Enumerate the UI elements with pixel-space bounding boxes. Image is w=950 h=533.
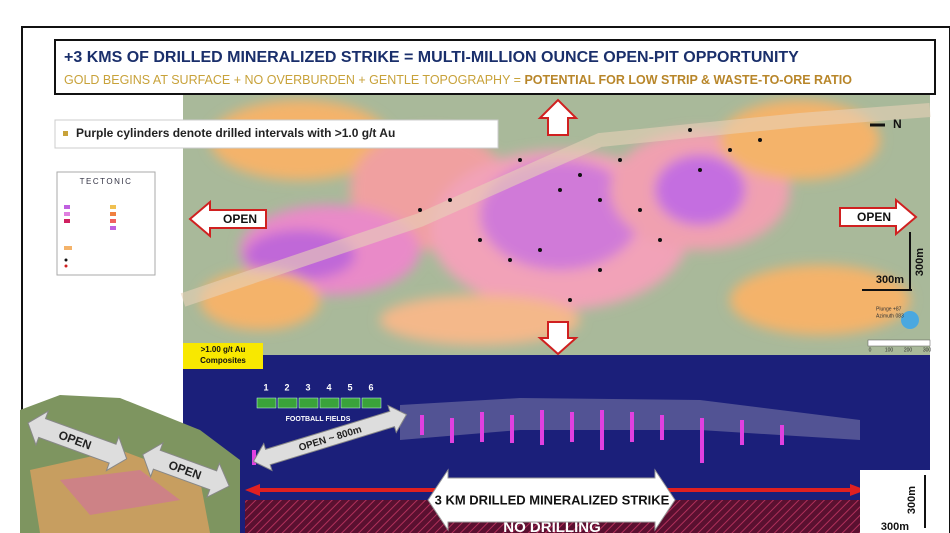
scale-tick-label: 100	[885, 347, 894, 353]
subtitle-text: GOLD BEGINS AT SURFACE + NO OVERBURDEN +…	[64, 73, 524, 87]
subtitle-highlight: POTENTIAL FOR LOW STRIP & WASTE-TO-ORE R…	[524, 73, 852, 87]
scale-tick-label: 300	[923, 347, 932, 353]
badge	[183, 343, 263, 369]
north: N	[893, 117, 902, 131]
azimuth: Azimuth 083	[876, 313, 904, 319]
fields-label: FOOTBALL FIELDS	[286, 416, 351, 423]
scale-tick-label: 0	[869, 347, 872, 353]
plunge: Plunge +87	[876, 306, 902, 312]
football-field	[340, 397, 361, 409]
section-intervals	[252, 410, 784, 465]
open-left: OPEN	[223, 212, 257, 226]
field-number: 5	[347, 382, 352, 392]
football-fields: 1 2 3 4 5 6	[256, 382, 382, 409]
title: +3 KMS OF DRILLED MINERALIZED STRIKE = M…	[64, 49, 799, 66]
football-field	[319, 397, 340, 409]
legend-box	[56, 171, 156, 276]
open-left-arrow	[188, 199, 267, 239]
open-right-arrow	[839, 197, 918, 237]
plan-map	[180, 95, 931, 355]
note-box	[54, 119, 499, 149]
badge-line: Composites	[200, 356, 246, 365]
open-right: OPEN	[857, 210, 891, 224]
note: Purple cylinders denote drilled interval…	[76, 126, 395, 140]
arrow-up	[537, 98, 579, 136]
football-field	[361, 397, 382, 409]
legend-brand: TECTONIC	[80, 177, 133, 186]
map-scale-horizontal: 300m	[876, 274, 904, 286]
field-number: 3	[305, 382, 310, 392]
football-field	[277, 397, 298, 409]
section-scale-vertical: 300m	[906, 486, 918, 514]
section-scale-bg	[860, 470, 930, 533]
field-number: 2	[284, 382, 289, 392]
arrow-down	[537, 321, 579, 356]
header-box	[54, 39, 936, 95]
subtitle: GOLD BEGINS AT SURFACE + NO OVERBURDEN +…	[64, 73, 852, 87]
scale-tick-label: 200	[904, 347, 913, 353]
football-field	[298, 397, 319, 409]
legend-swatches	[64, 205, 116, 268]
strike-arrow	[427, 468, 676, 532]
section-scale-horizontal: 300m	[881, 521, 909, 533]
field-number: 1	[263, 382, 268, 392]
note-bullet	[63, 131, 68, 136]
map-scale-vertical: 300m	[914, 248, 926, 276]
badge-line: >1.00 g/t Au	[201, 345, 246, 354]
football-field	[256, 397, 277, 409]
field-number: 4	[326, 382, 331, 392]
scale-ticks: 0 100 200 300	[869, 347, 932, 353]
strike: 3 KM DRILLED MINERALIZED STRIKE	[435, 492, 670, 507]
field-number: 6	[368, 382, 373, 392]
